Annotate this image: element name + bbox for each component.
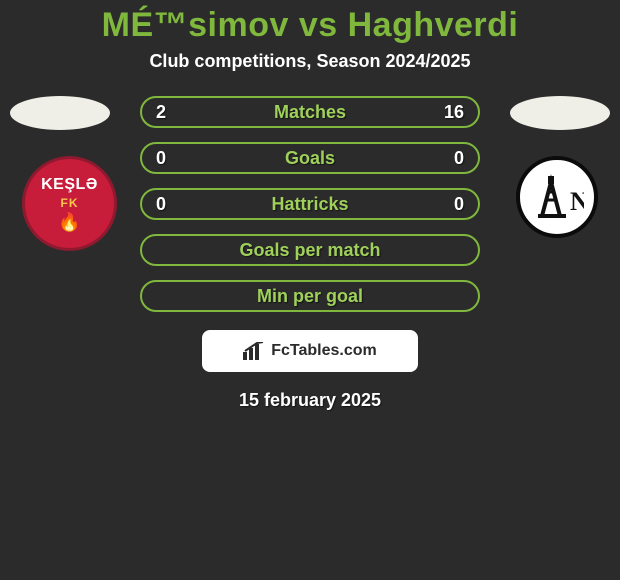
- stat-row: Min per goal: [140, 280, 480, 312]
- stat-row: Goals per match: [140, 234, 480, 266]
- oil-derrick-icon: N: [530, 170, 584, 224]
- stat-label: Min per goal: [257, 286, 363, 307]
- stat-value-left: 2: [156, 102, 166, 123]
- stat-label: Matches: [274, 102, 346, 123]
- flame-icon: 🔥: [58, 213, 80, 231]
- page-title: MÉ™simov vs Haghverdi: [0, 6, 620, 45]
- watermark: FcTables.com: [202, 330, 418, 372]
- left-club-name: KEŞLƏ: [41, 177, 98, 193]
- comparison-date: 15 february 2025: [0, 390, 620, 411]
- left-club-badge: KEŞLƏ FK 🔥: [22, 156, 117, 251]
- stat-row: Hattricks 0 0: [140, 188, 480, 220]
- svg-text:N: N: [570, 187, 584, 216]
- stat-value-left: 0: [156, 194, 166, 215]
- left-flag-placeholder: [10, 96, 110, 130]
- stat-value-right: 16: [444, 102, 464, 123]
- stats-rows: Matches 2 16 Goals 0 0 Hattricks 0 0 Goals per ma…: [140, 96, 480, 312]
- comparison-card: MÉ™simov vs Haghverdi Club competitions,…: [0, 0, 620, 580]
- stat-label: Goals per match: [239, 240, 380, 261]
- stat-label: Goals: [285, 148, 335, 169]
- left-club-sub: FK: [61, 197, 79, 209]
- stat-value-left: 0: [156, 148, 166, 169]
- right-club-badge: N: [516, 156, 598, 238]
- stat-row: Goals 0 0: [140, 142, 480, 174]
- bar-chart-icon: [243, 342, 265, 360]
- page-subtitle: Club competitions, Season 2024/2025: [0, 51, 620, 72]
- stat-row: Matches 2 16: [140, 96, 480, 128]
- right-flag-placeholder: [510, 96, 610, 130]
- watermark-text: FcTables.com: [271, 342, 377, 360]
- stat-value-right: 0: [454, 194, 464, 215]
- stat-label: Hattricks: [271, 194, 348, 215]
- stat-value-right: 0: [454, 148, 464, 169]
- comparison-arena: KEŞLƏ FK 🔥 N Matches 2 16 Goals 0 0 Hattricks 0…: [0, 96, 620, 312]
